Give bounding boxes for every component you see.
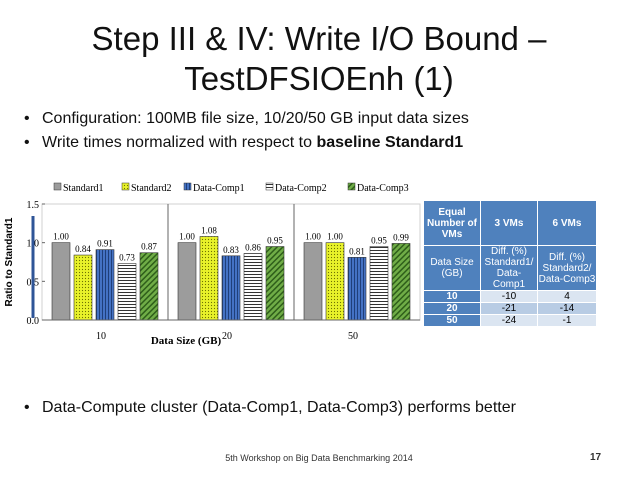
bar-value-label: 1.00 — [179, 232, 195, 242]
bar — [51, 242, 71, 321]
bullet-text: Write times normalized with respect to — [42, 134, 317, 151]
slide-footer: 5th Workshop on Big Data Benchmarking 20… — [225, 453, 413, 463]
table-subheader-cell: Diff. (%) Standard1/ Data-Comp1 — [480, 245, 538, 291]
bar-value-label: 0.91 — [97, 239, 113, 249]
bar — [243, 253, 263, 321]
bar — [325, 242, 345, 321]
bullet-text: Configuration: 100MB file size, 10/20/50… — [42, 110, 469, 127]
table-cell: -1 — [537, 314, 597, 327]
bar — [95, 249, 115, 321]
legend-label: Standard1 — [63, 183, 104, 194]
chart-legend: Standard1 Standard2 Data-Comp1 Data-Comp2 Da… — [53, 182, 409, 194]
bar-value-label: 1.00 — [327, 232, 343, 242]
bar-value-label: 1.00 — [53, 232, 69, 242]
bar-series: 1.00 0.84 0.91 0.73 0.87 1.00 1.08 0.83 0.86 0.95… — [51, 225, 411, 321]
y-tick-label: 0.0 — [27, 316, 40, 327]
legend-swatch — [183, 182, 192, 191]
legend-label: Data-Comp1 — [193, 183, 245, 194]
bar — [303, 242, 323, 321]
table-row: 20 -21 -14 — [423, 302, 597, 315]
bar — [347, 257, 367, 321]
bar-value-label: 0.83 — [223, 245, 239, 255]
table-cell: -24 — [480, 314, 538, 327]
bullet-conclusion: • Data-Compute cluster (Data-Comp1, Data-… — [24, 399, 516, 417]
bullet-text: Data-Compute cluster (Data-Comp1, Data-C… — [42, 399, 516, 416]
bar-value-label: 0.87 — [141, 242, 157, 252]
table-row: 10 -10 4 — [423, 290, 597, 303]
page-number: 17 — [590, 452, 602, 463]
legend-swatch — [121, 182, 130, 191]
x-axis: 10 20 50 Data Size (GB) — [42, 204, 420, 347]
table-cell: 20 — [423, 302, 481, 315]
bar — [199, 236, 219, 321]
table-row: 50 -24 -1 — [423, 314, 597, 327]
table-header-cell: 3 VMs — [480, 200, 538, 246]
bar-value-label: 0.73 — [119, 253, 135, 263]
bar — [73, 254, 93, 321]
legend-swatch — [265, 182, 274, 191]
bullet-dot-icon: • — [24, 110, 30, 127]
bar-value-label: 0.86 — [245, 242, 261, 252]
bar-value-label: 1.08 — [201, 225, 217, 235]
slide-title-line1: Step III & IV: Write I/O Bound – — [91, 20, 547, 57]
bar-chart: Standard1 Standard2 Data-Comp1 Data-Comp2 Da… — [4, 182, 421, 347]
legend-label: Standard2 — [131, 183, 172, 194]
x-tick-label: 20 — [222, 331, 232, 342]
y-axis-label: Ratio to Standard1 — [4, 217, 15, 306]
y-tick-label: 1.5 — [27, 200, 40, 211]
bar — [139, 252, 159, 321]
legend-label: Data-Comp3 — [357, 183, 409, 194]
diff-table: Equal Number of VMs 3 VMs 6 VMs Data Siz… — [423, 200, 597, 327]
table-subheader-cell: Diff. (%) Standard2/ Data-Comp3 — [537, 245, 597, 291]
table-cell: 4 — [537, 290, 597, 303]
table-cell: 50 — [423, 314, 481, 327]
bar-value-label: 0.95 — [371, 236, 387, 246]
legend-swatch — [53, 182, 62, 191]
bar — [369, 246, 389, 321]
legend-label: Data-Comp2 — [275, 183, 327, 194]
table-cell: -21 — [480, 302, 538, 315]
legend-swatch — [347, 182, 356, 191]
table-cell: -14 — [537, 302, 597, 315]
x-axis-label: Data Size (GB) — [151, 335, 222, 347]
table-subheader-cell: Data Size (GB) — [423, 245, 481, 291]
table-cell: 10 — [423, 290, 481, 303]
table-header-cell: Equal Number of VMs — [423, 200, 481, 246]
x-tick-label: 10 — [96, 331, 106, 342]
bar-value-label: 0.84 — [75, 244, 91, 254]
bullet-dot-icon: • — [24, 399, 30, 416]
bullet-dot-icon: • — [24, 134, 30, 151]
bar — [117, 263, 137, 321]
bar — [221, 255, 241, 321]
bar — [391, 243, 411, 321]
bullet-bold-text: baseline Standard1 — [316, 134, 464, 151]
bar-value-label: 0.99 — [393, 232, 409, 242]
table-cell: -10 — [480, 290, 538, 303]
bar-value-label: 0.81 — [349, 246, 365, 256]
slide-title-line2: TestDFSIOEnh (1) — [184, 60, 454, 97]
bar — [177, 242, 197, 321]
bullet-configuration: • Configuration: 100MB file size, 10/20/5… — [24, 110, 469, 128]
bar-value-label: 0.95 — [267, 236, 283, 246]
bar — [265, 246, 285, 321]
bar-value-label: 1.00 — [305, 232, 321, 242]
table-header-cell: 6 VMs — [537, 200, 597, 246]
x-tick-label: 50 — [348, 331, 358, 342]
bullet-normalization: • Write times normalized with respect to … — [24, 134, 463, 152]
